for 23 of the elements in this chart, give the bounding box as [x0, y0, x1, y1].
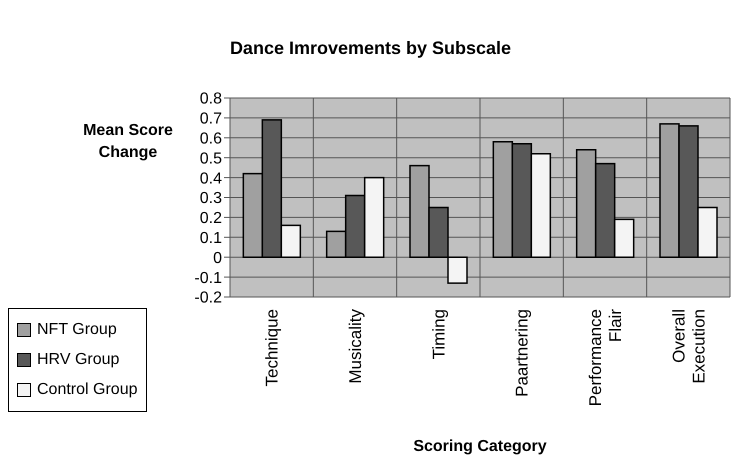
y-tick-label: -0.1 [194, 270, 222, 287]
y-tick-label: 0 [213, 250, 222, 267]
y-tick-label: 0.3 [200, 190, 222, 208]
y-tick-label: 0.7 [200, 110, 222, 128]
y-tick-label: 0.2 [200, 210, 222, 228]
legend-label: HRV Group [37, 351, 120, 369]
x-tick-label: Performance Flair [586, 308, 625, 406]
x-axis-title: Scoring Category [412, 438, 548, 456]
x-tick-label: Overall Execution [669, 309, 708, 384]
chart-title: Dance Imrovements by Subscale [228, 38, 512, 59]
legend-label: NFT Group [37, 321, 117, 339]
y-tick-label: 0.1 [200, 230, 222, 247]
x-tick-label: Musicality [346, 308, 365, 384]
y-tick-label: 0.8 [200, 90, 222, 108]
legend-label: Control Group [37, 381, 138, 399]
x-tick-label: Technique [262, 309, 282, 387]
y-tick-label: -0.2 [194, 290, 222, 307]
x-tick-label: Paartnering [512, 309, 532, 397]
x-tick-label: Timing [429, 309, 448, 360]
y-tick-label: 0.4 [200, 170, 222, 188]
y-tick-label: 0.5 [200, 150, 222, 168]
y-tick-label: 0.6 [200, 130, 222, 148]
y-axis-title: Mean Score Change [82, 121, 174, 163]
